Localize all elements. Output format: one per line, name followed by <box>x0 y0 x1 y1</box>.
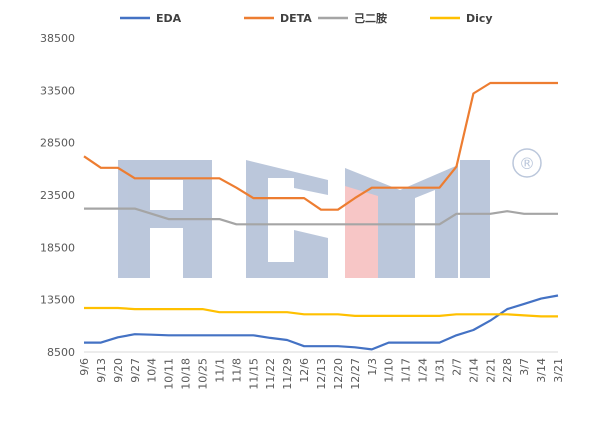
y-tick-label: 18500 <box>40 241 75 254</box>
x-tick-label: 11/1 <box>213 358 226 383</box>
x-tick-label: 10/4 <box>146 358 159 383</box>
x-tick-label: 11/22 <box>264 358 277 390</box>
legend-label-3: Dicy <box>466 12 493 25</box>
x-tick-label: 1/10 <box>383 358 396 383</box>
x-tick-label: 10/18 <box>180 358 193 390</box>
y-tick-label: 13500 <box>40 294 75 307</box>
legend-label-2: 己二胺 <box>354 11 387 25</box>
watermark-registered-circle <box>512 148 542 178</box>
x-tick-label: 2/21 <box>484 358 497 383</box>
x-tick-label: 11/8 <box>230 358 243 383</box>
legend-label-1: DETA <box>280 12 312 25</box>
series-line-3 <box>84 306 558 318</box>
x-tick-label: 1/24 <box>417 358 430 383</box>
x-tick-label: 9/13 <box>95 358 108 383</box>
watermark-letter-m-right <box>400 165 458 278</box>
x-tick-label: 2/14 <box>467 358 480 383</box>
x-tick-label: 2/28 <box>501 358 514 383</box>
y-tick-label: 33500 <box>40 84 75 97</box>
x-tick-label: 1/31 <box>434 358 447 383</box>
watermark-registered-symbol: ® <box>519 154 535 173</box>
legend: EDA DETA 己二胺 Dicy <box>120 11 493 25</box>
x-tick-label: 12/6 <box>298 358 311 383</box>
legend-label-0: EDA <box>156 12 182 25</box>
x-tick-label: 3/14 <box>535 358 548 383</box>
series-line-2 <box>84 207 558 226</box>
x-tick-label: 12/13 <box>315 358 328 390</box>
x-tick-label: 9/6 <box>78 358 91 376</box>
x-tick-label: 3/7 <box>518 358 531 376</box>
x-tick-label: 9/20 <box>112 358 125 383</box>
x-tick-label: 3/21 <box>552 358 565 383</box>
watermark-accent-bar <box>345 186 378 278</box>
x-tick-label: 11/29 <box>281 358 294 390</box>
watermark-letter-g <box>246 160 328 278</box>
series-line-1 <box>83 81 558 211</box>
series-line-0 <box>84 294 559 351</box>
x-tick-label: 12/20 <box>332 358 345 390</box>
agmi-watermark: ® <box>118 148 542 278</box>
y-tick-label: 23500 <box>40 189 75 202</box>
x-tick-label: 2/7 <box>450 358 463 376</box>
series-lines <box>83 81 559 351</box>
x-tick-label: 10/11 <box>163 358 176 390</box>
x-tick-label: 12/27 <box>349 358 362 390</box>
watermark-letter-i <box>460 160 490 278</box>
x-tick-label: 1/17 <box>400 358 413 383</box>
y-tick-labels: 8500 13500 18500 23500 28500 33500 38500 <box>40 32 75 359</box>
x-tick-label: 11/15 <box>247 358 260 390</box>
x-tick-label: 9/27 <box>129 358 142 383</box>
y-tick-label: 8500 <box>47 346 75 359</box>
y-tick-label: 28500 <box>40 137 75 150</box>
y-tick-label: 38500 <box>40 32 75 45</box>
x-tick-label: 1/3 <box>366 358 379 376</box>
x-tick-labels: 9/6 9/13 9/20 9/27 10/4 10/11 10/18 10/25 11/1 11… <box>78 358 565 390</box>
x-tick-label: 10/25 <box>197 358 210 390</box>
